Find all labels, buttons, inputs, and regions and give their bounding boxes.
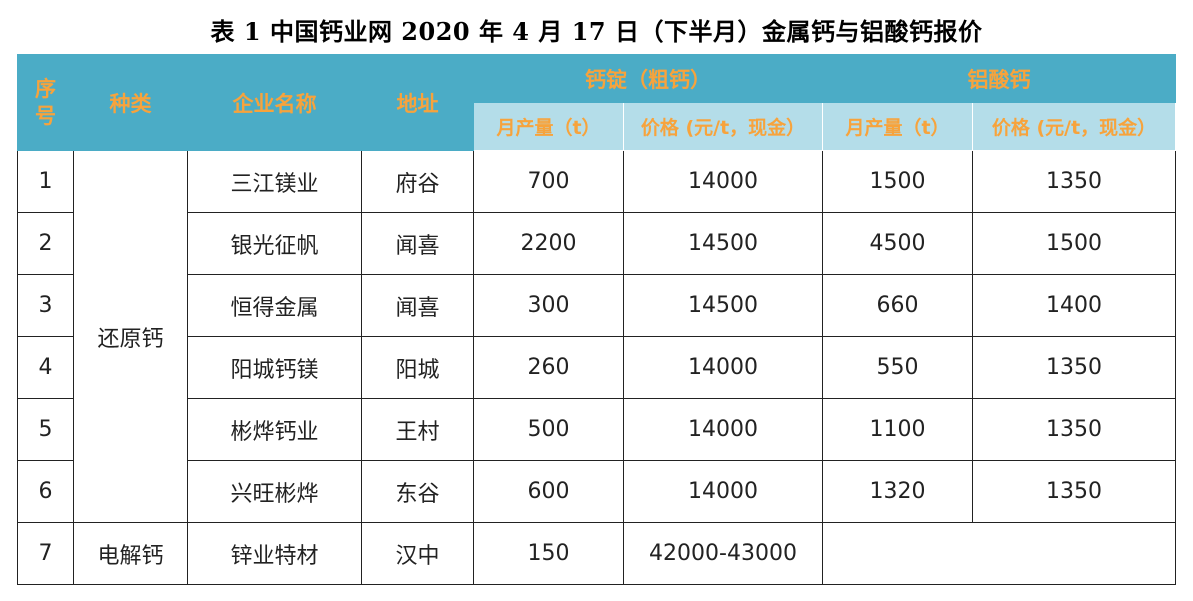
cell-al-output: 1100 xyxy=(823,399,973,461)
cell-al-price: 1350 xyxy=(973,337,1176,399)
header-seq: 序号 xyxy=(18,55,74,151)
kind-reduction: 还原钙 xyxy=(74,151,188,523)
table-row: 2 银光征帆 闻喜 2200 14500 4500 1500 xyxy=(18,213,1176,275)
price-table: 序号 种类 企业名称 地址 钙锭（粗钙） 铝酸钙 月产量（t） 价格 (元/t，… xyxy=(17,54,1176,585)
cell-ingot-price: 14000 xyxy=(624,461,823,523)
cell-ingot-output: 700 xyxy=(474,151,624,213)
cell-seq: 6 xyxy=(18,461,74,523)
cell-company: 兴旺彬烨 xyxy=(188,461,362,523)
cell-company: 阳城钙镁 xyxy=(188,337,362,399)
cell-address: 闻喜 xyxy=(362,213,474,275)
cell-ingot-output: 500 xyxy=(474,399,624,461)
header-address: 地址 xyxy=(362,55,474,151)
header-ingot-group: 钙锭（粗钙） xyxy=(474,55,823,103)
cell-ingot-output: 260 xyxy=(474,337,624,399)
cell-seq: 4 xyxy=(18,337,74,399)
cell-al-output: 660 xyxy=(823,275,973,337)
table-row: 7 电解钙 锌业特材 汉中 150 42000-43000 xyxy=(18,523,1176,585)
cell-al-price: 1400 xyxy=(973,275,1176,337)
cell-al-price: 1350 xyxy=(973,399,1176,461)
cell-address: 闻喜 xyxy=(362,275,474,337)
header-aluminate-group: 铝酸钙 xyxy=(823,55,1176,103)
cell-company: 三江镁业 xyxy=(188,151,362,213)
cell-ingot-output: 600 xyxy=(474,461,624,523)
header-company: 企业名称 xyxy=(188,55,362,151)
cell-address: 府谷 xyxy=(362,151,474,213)
cell-ingot-price: 14000 xyxy=(624,337,823,399)
table-row: 3 恒得金属 闻喜 300 14500 660 1400 xyxy=(18,275,1176,337)
cell-ingot-price: 42000-43000 xyxy=(624,523,823,585)
cell-al-output: 550 xyxy=(823,337,973,399)
table-row: 4 阳城钙镁 阳城 260 14000 550 1350 xyxy=(18,337,1176,399)
cell-ingot-output: 300 xyxy=(474,275,624,337)
header-ingot-output: 月产量（t） xyxy=(474,103,624,151)
cell-address: 汉中 xyxy=(362,523,474,585)
cell-ingot-price: 14000 xyxy=(624,399,823,461)
cell-ingot-output: 2200 xyxy=(474,213,624,275)
cell-company: 锌业特材 xyxy=(188,523,362,585)
cell-al-output: 4500 xyxy=(823,213,973,275)
cell-al-price: 1500 xyxy=(973,213,1176,275)
cell-seq: 3 xyxy=(18,275,74,337)
header-ingot-price: 价格 (元/t，现金） xyxy=(624,103,823,151)
cell-ingot-price: 14500 xyxy=(624,213,823,275)
table-row: 1 还原钙 三江镁业 府谷 700 14000 1500 1350 xyxy=(18,151,1176,213)
cell-address: 东谷 xyxy=(362,461,474,523)
cell-address: 阳城 xyxy=(362,337,474,399)
cell-company: 恒得金属 xyxy=(188,275,362,337)
kind-electrolytic: 电解钙 xyxy=(74,523,188,585)
cell-seq: 2 xyxy=(18,213,74,275)
cell-al-output: 1500 xyxy=(823,151,973,213)
table-row: 6 兴旺彬烨 东谷 600 14000 1320 1350 xyxy=(18,461,1176,523)
cell-ingot-output: 150 xyxy=(474,523,624,585)
cell-company: 彬烨钙业 xyxy=(188,399,362,461)
cell-al-output: 1320 xyxy=(823,461,973,523)
cell-al-price: 1350 xyxy=(973,151,1176,213)
cell-seq: 5 xyxy=(18,399,74,461)
cell-al-empty xyxy=(823,523,1176,585)
header-kind: 种类 xyxy=(74,55,188,151)
header-al-output: 月产量（t） xyxy=(823,103,973,151)
cell-ingot-price: 14500 xyxy=(624,275,823,337)
header-al-price: 价格 (元/t，现金） xyxy=(973,103,1176,151)
table-row: 5 彬烨钙业 王村 500 14000 1100 1350 xyxy=(18,399,1176,461)
cell-seq: 7 xyxy=(18,523,74,585)
cell-address: 王村 xyxy=(362,399,474,461)
cell-seq: 1 xyxy=(18,151,74,213)
cell-company: 银光征帆 xyxy=(188,213,362,275)
cell-al-price: 1350 xyxy=(973,461,1176,523)
table-title: 表 1 中国钙业网 2020 年 4 月 17 日（下半月）金属钙与铝酸钙报价 xyxy=(0,12,1193,47)
cell-ingot-price: 14000 xyxy=(624,151,823,213)
